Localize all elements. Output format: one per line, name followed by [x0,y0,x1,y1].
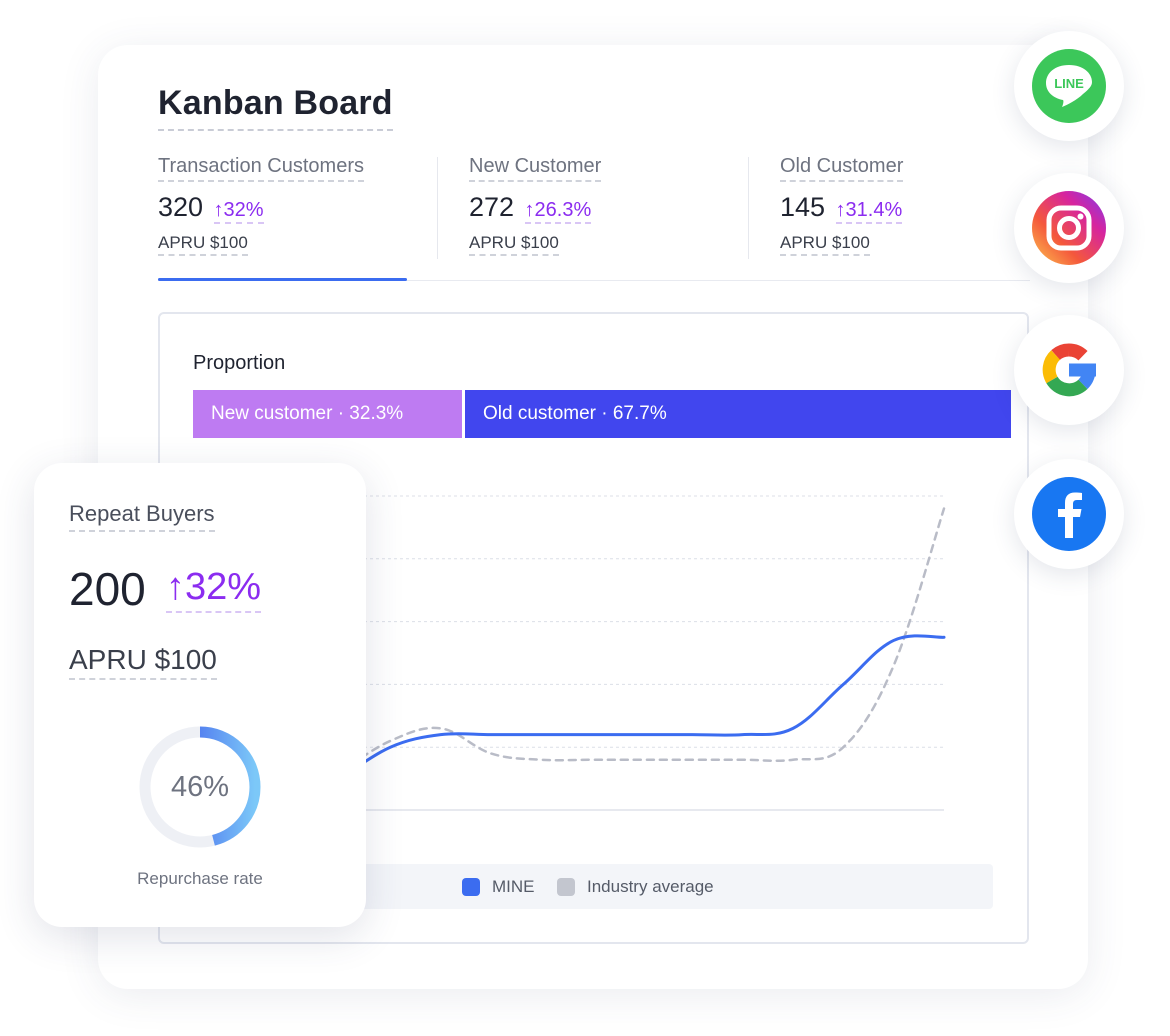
arrow-up-icon: ↑ [213,199,224,221]
facebook-icon [1032,477,1106,551]
svg-text:LINE: LINE [1054,76,1084,91]
stat-value: 272 [469,192,515,222]
stat-apru: APRU $100 [158,233,248,256]
tab-new-customer[interactable]: New Customer 272 ↑26.3% APRU $100 [469,155,602,256]
chart-legend: MINE Industry average [340,864,993,909]
stat-label: New Customer [469,155,602,182]
tab-transaction-customers[interactable]: Transaction Customers 320 ↑32% APRU $100 [158,155,364,256]
divider [748,157,749,259]
series-line-industry-average [340,507,946,774]
stat-delta: ↑32% [213,199,264,224]
proportion-old-segment[interactable]: Old customer · 67.7% [465,390,1011,438]
stat-value: 320 [158,192,204,222]
stat-label: Transaction Customers [158,155,364,182]
google-icon [1042,343,1096,397]
google-button[interactable] [1014,315,1124,425]
line-button[interactable]: LINE [1014,31,1124,141]
page-title: Kanban Board [158,84,393,131]
repeat-buyers-title: Repeat Buyers [69,501,215,532]
arrow-up-icon: ↑ [835,199,846,221]
active-tab-indicator [158,278,407,281]
stat-value: 145 [780,192,826,222]
repeat-buyers-card [34,463,366,927]
legend-label: Industry average [587,876,714,896]
legend-item-industry[interactable]: Industry average [557,864,714,909]
facebook-button[interactable] [1014,459,1124,569]
stat-delta: ↑31.4% [835,199,903,224]
tabs-baseline [158,280,1030,281]
repurchase-rate-caption: Repurchase rate [137,869,263,888]
donut-arc [139,726,261,848]
series-line-mine [340,634,946,781]
tab-old-customer[interactable]: Old Customer 145 ↑31.4% APRU $100 [780,155,904,256]
legend-label: MINE [492,876,535,896]
stat-delta: ↑26.3% [524,199,592,224]
divider [437,157,438,259]
proportion-title: Proportion [193,352,286,374]
line-icon: LINE [1032,49,1106,123]
instagram-button[interactable] [1014,173,1124,283]
repeat-buyers-value: 200 [69,563,146,615]
legend-swatch-industry [557,877,575,896]
instagram-icon [1032,191,1106,265]
stat-apru: APRU $100 [780,233,870,256]
repeat-buyers-delta: ↑32% [166,566,262,613]
arrow-up-icon: ↑ [524,199,535,221]
proportion-new-segment[interactable]: New customer · 32.3% [193,390,462,438]
repeat-buyers-apru: APRU $100 [69,644,217,680]
legend-swatch-mine [462,877,480,896]
stat-label: Old Customer [780,155,904,182]
arrow-up-icon: ↑ [166,566,185,608]
line-chart [340,495,946,811]
legend-item-mine[interactable]: MINE [462,864,535,909]
repurchase-rate-donut [139,726,261,848]
stats-tabs: Transaction Customers 320 ↑32% APRU $100… [158,155,1030,281]
stat-apru: APRU $100 [469,233,559,256]
repurchase-rate-value: 46% [170,770,230,803]
